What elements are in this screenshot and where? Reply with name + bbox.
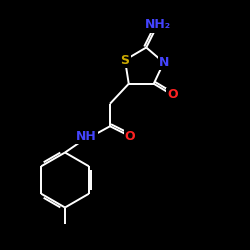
Text: N: N <box>158 56 169 69</box>
Text: S: S <box>120 54 130 66</box>
Text: O: O <box>125 130 135 143</box>
Text: O: O <box>167 88 178 102</box>
Text: NH₂: NH₂ <box>144 18 171 32</box>
Text: NH: NH <box>76 130 96 143</box>
